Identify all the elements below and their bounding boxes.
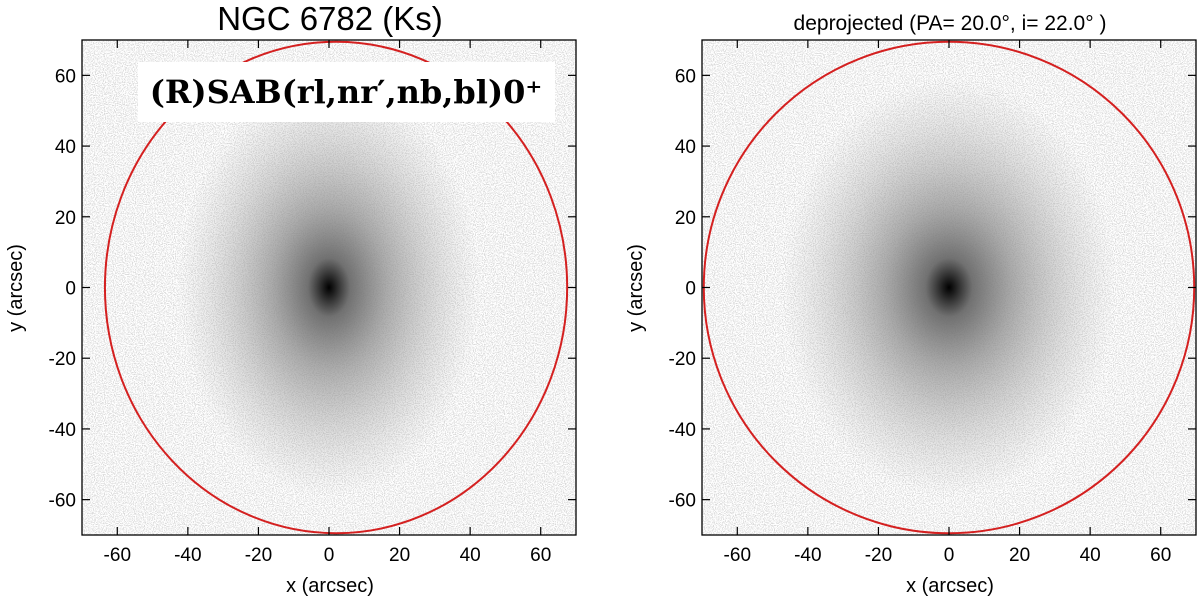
left-x-axis-label: x (arcsec)	[286, 575, 374, 597]
ellipse-fit	[103, 40, 569, 535]
x-tick-label: 20	[389, 545, 410, 566]
left-axis-ticks: -60 -40 -20 0 20 40 60 -60 -40 -20 0 20 40 60	[49, 40, 576, 566]
y-tick-label: 20	[55, 208, 76, 229]
y-tick-label: -40	[49, 420, 76, 441]
y-tick-label: 40	[55, 137, 76, 158]
x-tick-label: -40	[794, 545, 821, 566]
right-axis-ticks: -60 -40 -20 0 20 40 60 -60 -40 -20 0 20 40 60	[669, 40, 1196, 566]
y-tick-label: 60	[675, 66, 696, 87]
x-tick-label: 20	[1009, 545, 1030, 566]
y-tick-label: -60	[669, 491, 696, 512]
y-tick-label: -20	[49, 349, 76, 370]
right-y-axis-label: y (arcsec)	[625, 244, 647, 332]
y-tick-label: 40	[675, 137, 696, 158]
right-panel-title: deprojected (PA= 20.0°, i= 22.0° )	[794, 12, 1107, 35]
y-tick-label: 0	[685, 279, 696, 300]
x-tick-label: 0	[944, 545, 955, 566]
right-image	[702, 40, 1196, 535]
x-tick-label: 60	[1150, 545, 1171, 566]
x-tick-label: -20	[865, 545, 892, 566]
left-image	[82, 40, 576, 535]
y-tick-label: -40	[669, 420, 696, 441]
galaxy-image	[177, 77, 481, 498]
x-tick-label: 0	[324, 545, 335, 566]
x-tick-label: 60	[530, 545, 551, 566]
left-panel-title: NGC 6782 (Ks)	[217, 0, 443, 37]
y-tick-label: -60	[49, 491, 76, 512]
right-panel: deprojected (PA= 20.0°, i= 22.0° ) -60 -4…	[625, 12, 1197, 597]
x-tick-label: -40	[174, 545, 201, 566]
x-tick-label: -20	[245, 545, 272, 566]
galaxy-image	[781, 77, 1117, 498]
x-tick-label: 40	[460, 545, 481, 566]
y-tick-label: 20	[675, 208, 696, 229]
y-tick-label: -20	[669, 349, 696, 370]
classification-label: (R)SAB(rl,nr′,nb,bl)0⁺	[150, 73, 542, 111]
right-x-axis-label: x (arcsec)	[906, 575, 994, 597]
x-tick-label: -60	[724, 545, 751, 566]
x-tick-label: 40	[1080, 545, 1101, 566]
left-panel: NGC 6782 (Ks) (R)SAB(rl,nr′,nb,bl)0⁺ -60…	[5, 0, 577, 597]
y-tick-label: 60	[55, 66, 76, 87]
classification-box	[138, 62, 555, 122]
left-y-axis-label: y (arcsec)	[5, 244, 27, 332]
x-tick-label: -60	[104, 545, 131, 566]
y-tick-label: 0	[65, 279, 76, 300]
